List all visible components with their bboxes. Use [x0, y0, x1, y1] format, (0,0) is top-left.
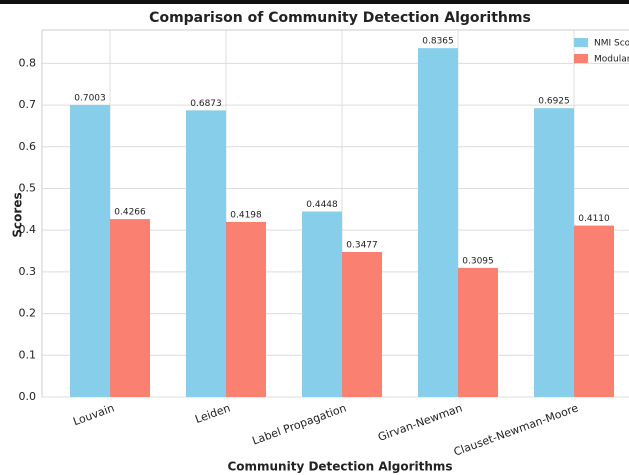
y-tick-label: 0.5 — [19, 181, 37, 194]
data-label: 0.3477 — [346, 240, 378, 250]
bar — [342, 251, 382, 397]
y-tick-label: 0.8 — [19, 56, 37, 69]
bar — [302, 211, 342, 397]
legend-swatch — [574, 54, 588, 63]
y-tick-label: 0.0 — [19, 390, 37, 403]
bar — [186, 110, 226, 398]
x-axis-label: Community Detection Algorithms — [227, 460, 452, 474]
y-tick-label: 0.2 — [19, 307, 37, 320]
bar — [110, 219, 150, 397]
chart-title: Comparison of Community Detection Algori… — [149, 10, 531, 26]
bar — [574, 225, 614, 397]
legend-label: Modularity — [594, 55, 629, 65]
bar — [458, 267, 498, 397]
data-label: 0.7003 — [74, 93, 106, 103]
data-label: 0.6925 — [538, 97, 570, 107]
y-tick-label: 0.4 — [19, 223, 37, 236]
y-tick-label: 0.1 — [19, 348, 37, 361]
data-label: 0.6873 — [190, 99, 222, 109]
legend-swatch — [574, 38, 588, 47]
bar — [70, 104, 110, 398]
top-border — [0, 0, 629, 4]
data-label: 0.4448 — [306, 200, 338, 210]
data-label: 0.4110 — [578, 214, 610, 224]
y-tick-label: 0.7 — [19, 98, 37, 111]
y-axis-label: Scores — [11, 192, 25, 237]
data-label: 0.4198 — [230, 210, 262, 220]
data-label: 0.4266 — [114, 208, 146, 218]
bar — [534, 108, 574, 398]
y-tick-label: 0.3 — [19, 265, 37, 278]
y-tick-label: 0.6 — [19, 140, 37, 153]
bar — [226, 221, 266, 397]
legend-label: NMI Score — [594, 39, 629, 49]
bar — [418, 48, 458, 397]
data-label: 0.3095 — [462, 256, 494, 266]
data-label: 0.8365 — [422, 37, 454, 47]
